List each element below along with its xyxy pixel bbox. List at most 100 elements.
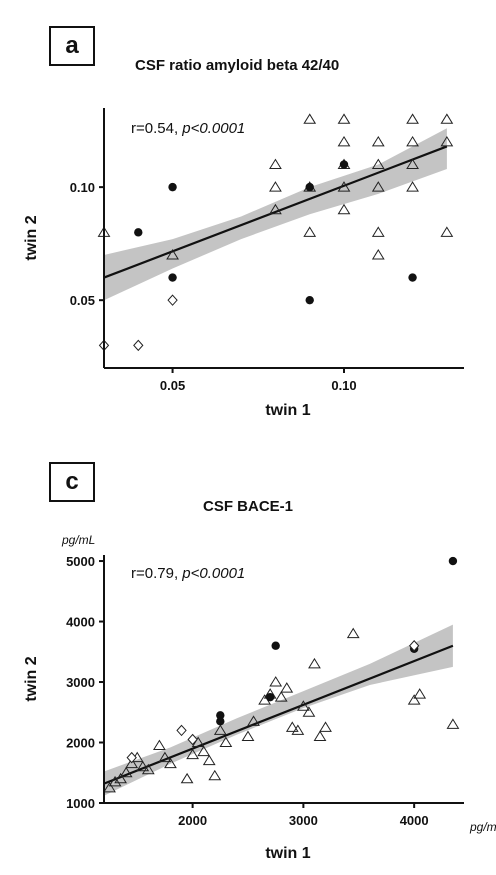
data-point-triangle [114,772,128,784]
data-point-filled-circle [134,228,143,237]
data-point-triangle [371,226,385,237]
data-point-triangle [103,781,116,793]
data-point-triangle [108,775,122,787]
data-point-triangle [346,627,360,639]
data-point-diamond [167,294,178,306]
regression-line [103,145,448,279]
confidence-band [104,128,447,301]
data-point-triangle [197,745,211,757]
data-point-triangle [371,248,385,260]
data-point-triangle [446,718,460,729]
data-point-filled-circle [168,273,177,282]
data-point-diamond [408,639,420,652]
y-axis-label: twin 2 [23,215,40,260]
data-point-triangle [440,135,454,147]
data-point-triangle [406,158,419,170]
data-point-triangle [152,739,166,751]
data-point-triangle [269,158,282,170]
x-axis-label: twin 1 [265,845,310,862]
y-tick-label: 1000 [66,796,95,811]
data-point-triangle [202,754,216,766]
panel-a-title: CSF ratio amyloid beta 42/40 [135,57,340,74]
data-point-triangle [303,113,317,124]
data-point-triangle [371,135,385,147]
y-tick-label: 0.05 [70,293,95,308]
data-point-triangle [241,730,255,741]
data-point-triangle [119,766,133,778]
data-point-triangle [302,706,316,717]
y-tick-label: 0.10 [70,180,95,195]
correlation-p: p<0.0001 [181,120,245,137]
correlation-annotation: r=0.54, p<0.0001 [131,120,245,137]
data-point-triangle [371,181,385,192]
data-point-filled-circle [408,273,417,282]
data-point-triangle [406,135,419,147]
panel-c-letter: c [49,462,95,502]
data-point-triangle [166,248,179,260]
data-point-triangle [319,721,332,732]
data-point-triangle [440,226,454,237]
data-point-filled-circle [305,182,314,192]
data-point-triangle [136,760,150,772]
panel-a-letter: a [49,26,95,66]
data-point-triangle [180,772,194,784]
y-tick-label: 4000 [66,615,95,630]
x-tick-label: 3000 [289,813,318,828]
x-tick-label: 4000 [400,813,429,828]
data-point-triangle [125,757,139,769]
data-point-triangle [337,181,351,192]
panel-c-title: CSF BACE-1 [203,498,294,515]
data-point-filled-circle [216,717,225,726]
data-point-triangle [219,736,233,748]
data-point-triangle [303,226,317,237]
data-point-diamond [126,751,137,764]
correlation-p: p<0.0001 [181,565,245,582]
data-point-triangle [371,158,385,170]
data-point-filled-circle [271,641,280,650]
data-point-diamond [133,339,144,352]
data-point-triangle [285,721,299,732]
data-point-triangle [247,715,260,726]
data-point-triangle [269,203,282,215]
data-point-triangle [337,113,351,124]
x-axis-label: twin 1 [265,402,310,419]
regression-line [103,644,454,785]
data-point-triangle [308,657,321,669]
data-point-filled-circle [168,182,177,192]
data-point-filled-circle [305,295,314,305]
data-point-diamond [187,733,198,746]
correlation-annotation: r=0.79, p<0.0001 [131,565,245,582]
data-point-triangle [296,700,310,711]
x-tick-label: 0.10 [331,378,356,393]
data-point-triangle [274,691,288,702]
data-point-triangle [141,763,155,775]
data-point-triangle [269,181,282,192]
correlation-r: r=0.54, [131,120,182,137]
data-point-triangle [158,751,172,763]
confidence-band [104,624,453,796]
data-point-triangle [164,757,177,769]
data-point-filled-circle [448,556,458,566]
x-tick-label: 0.05 [160,378,185,393]
data-point-filled-circle [265,692,275,702]
data-point-triangle [337,135,351,147]
data-point-triangle [313,730,327,741]
correlation-r: r=0.79, [131,565,182,582]
panel-c-y-unit: pg/mL [62,533,96,547]
data-point-triangle [213,724,227,735]
x-unit-label: pg/mL [469,820,496,834]
y-tick-label: 5000 [66,554,95,569]
data-point-triangle [337,203,351,215]
data-point-triangle [413,688,427,699]
data-point-triangle [280,682,294,693]
data-point-filled-circle [216,711,225,720]
data-point-triangle [186,748,200,760]
y-tick-label: 3000 [66,675,95,690]
data-point-triangle [269,676,283,687]
data-point-filled-circle [339,160,349,169]
data-point-triangle [291,724,305,735]
data-point-triangle [440,113,454,124]
data-point-triangle [406,181,419,192]
panel-a-scatter-plot: 0.05 0.10 0.05 0.10 twin 1 twin 2 r=0.54, p<0.… [23,108,464,419]
y-tick-label: 2000 [66,736,95,751]
